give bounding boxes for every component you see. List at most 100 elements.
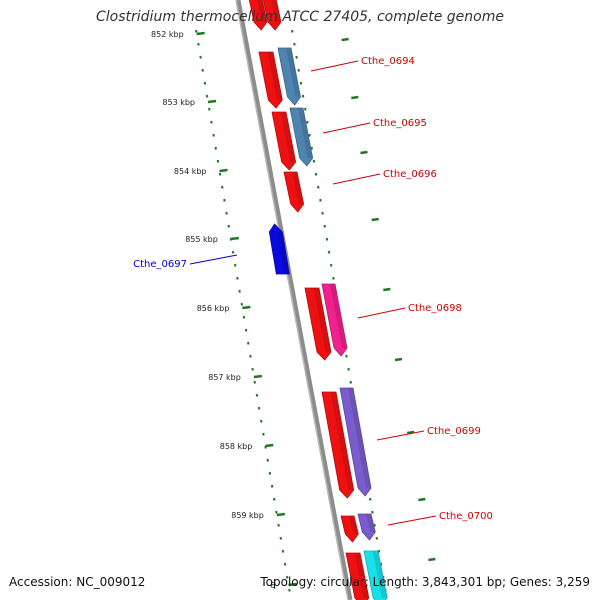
gene-leader-line-cthe-0697 [189,254,238,265]
scale-dot [238,289,241,293]
outer-track-dot [327,250,331,254]
gene-feature-shade [372,551,388,598]
gene-feature-shade [267,52,283,100]
scale-dot [251,367,254,371]
outer-track-dot [319,198,322,202]
scale-dot [262,432,265,436]
outer-track-dot [301,94,305,98]
scale-tick-label: 857 kbp [208,373,241,382]
scale-tick-label: 859 kbp [231,511,264,520]
genome-backbone-highlight [235,0,349,600]
scale-dot [286,575,289,579]
scale-dot [231,250,235,254]
scale-dot [242,315,246,319]
scale-dot [236,276,239,280]
scale-dot [270,484,274,488]
outer-track-tick [371,217,379,222]
scale-dot [234,263,237,267]
scale-dot [201,68,204,72]
outer-track-dot [325,237,329,241]
gene-label-cthe-0695: Cthe_0695 [373,118,427,129]
scale-dot [283,562,287,566]
outer-track-dot [314,172,318,176]
outer-track-tick [351,95,359,100]
scale-major-tick [253,374,262,379]
scale-dot [253,380,256,384]
accession-label: Accession: NC_009012 [9,575,146,589]
scale-dot [227,224,230,228]
scale-dot [281,549,285,553]
outer-track-dot [373,523,376,527]
scale-dot [199,55,202,59]
gene-label-cthe-0700: Cthe_0700 [439,511,493,522]
scale-major-tick [219,168,228,173]
scale-tick-label: 854 kbp [174,167,207,176]
gene-leader-line-cthe-0694 [310,60,359,72]
outer-track-dot [379,562,383,566]
gene-feature-shade [330,392,354,490]
outer-track-dot [304,107,307,111]
outer-track-dot [310,146,313,150]
scale-dot [268,471,272,475]
scale-dot [223,198,226,202]
outer-track-dot [369,497,372,501]
scale-dot [195,29,198,33]
outer-track-tick [428,557,436,562]
outer-track-dot [293,42,296,46]
gene-feature-shade [366,514,376,532]
gene-feature-shade [280,112,296,162]
scale-major-tick [230,236,239,241]
outer-track-tick [360,150,368,155]
scale-dot [197,42,200,46]
outer-track-dot [377,549,381,553]
scale-dot [208,107,211,111]
outer-track-dot [347,367,350,371]
scale-dot [255,393,259,397]
scale-tick-label: 852 kbp [151,30,184,39]
scale-tick-label: 8 [270,581,275,590]
outer-track-tick [394,357,403,362]
scale-major-tick [196,31,205,36]
scale-dot [221,185,224,189]
outer-track-tick [341,37,349,42]
scale-tick-label: 856 kbp [197,304,230,313]
scale-dot [275,510,278,514]
scale-dot [244,328,248,332]
scale-major-tick [276,512,286,517]
scale-tick-label: 853 kbp [162,98,195,107]
gene-feature-shade [298,108,313,158]
gene-leader-line-cthe-0695 [322,122,371,134]
outer-track-dot [330,263,333,267]
scale-dot [218,172,222,176]
gene-feature-shade [354,553,369,598]
scale-tick-label: 855 kbp [185,235,218,244]
outer-track-dot [321,211,324,215]
scale-major-tick [265,443,274,448]
outer-track-dot [371,510,374,514]
scale-dot [257,406,261,410]
outer-track-dot [317,185,320,189]
gene-label-cthe-0698: Cthe_0698 [408,303,462,314]
scale-dot [205,94,209,98]
gene-leader-line-cthe-0696 [332,173,381,185]
outer-track-dot [297,68,300,72]
outer-track-dot [345,354,348,358]
scale-dot [210,120,213,124]
gene-feature-shade [257,0,268,22]
gene-label-cthe-0699: Cthe_0699 [427,426,481,437]
scale-dot [212,133,215,137]
scale-dot [288,588,291,592]
outer-track-dot [332,276,335,280]
genome-backbone [235,0,353,600]
gene-label-cthe-0697: Cthe_0697 [133,259,187,270]
gene-feature-shade [330,284,348,348]
scale-dot [247,341,250,345]
scale-dot [277,523,280,527]
scale-major-tick [288,582,297,587]
gene-feature-shade [277,232,290,274]
gene-leader-line-cthe-0699 [376,430,425,441]
outer-track-dot [375,536,378,540]
outer-track-dot [312,159,316,163]
outer-track-dot [308,133,311,137]
